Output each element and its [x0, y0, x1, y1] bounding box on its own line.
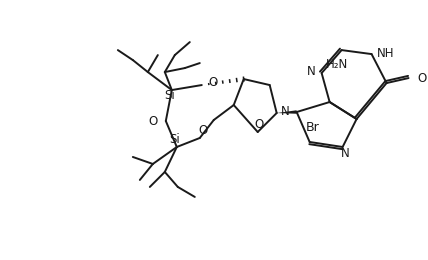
Text: Si: Si: [169, 133, 180, 146]
Text: Si: Si: [164, 89, 175, 102]
Polygon shape: [276, 110, 297, 114]
Text: NH: NH: [377, 47, 394, 60]
Text: O: O: [198, 124, 208, 136]
Text: O: O: [209, 76, 218, 89]
Text: H₂N: H₂N: [326, 57, 348, 70]
Text: O: O: [149, 114, 158, 127]
Text: Br: Br: [306, 120, 320, 133]
Text: O: O: [254, 118, 263, 131]
Text: O: O: [418, 72, 427, 84]
Text: N: N: [341, 147, 350, 160]
Text: N: N: [307, 64, 315, 77]
Text: N: N: [281, 105, 290, 118]
